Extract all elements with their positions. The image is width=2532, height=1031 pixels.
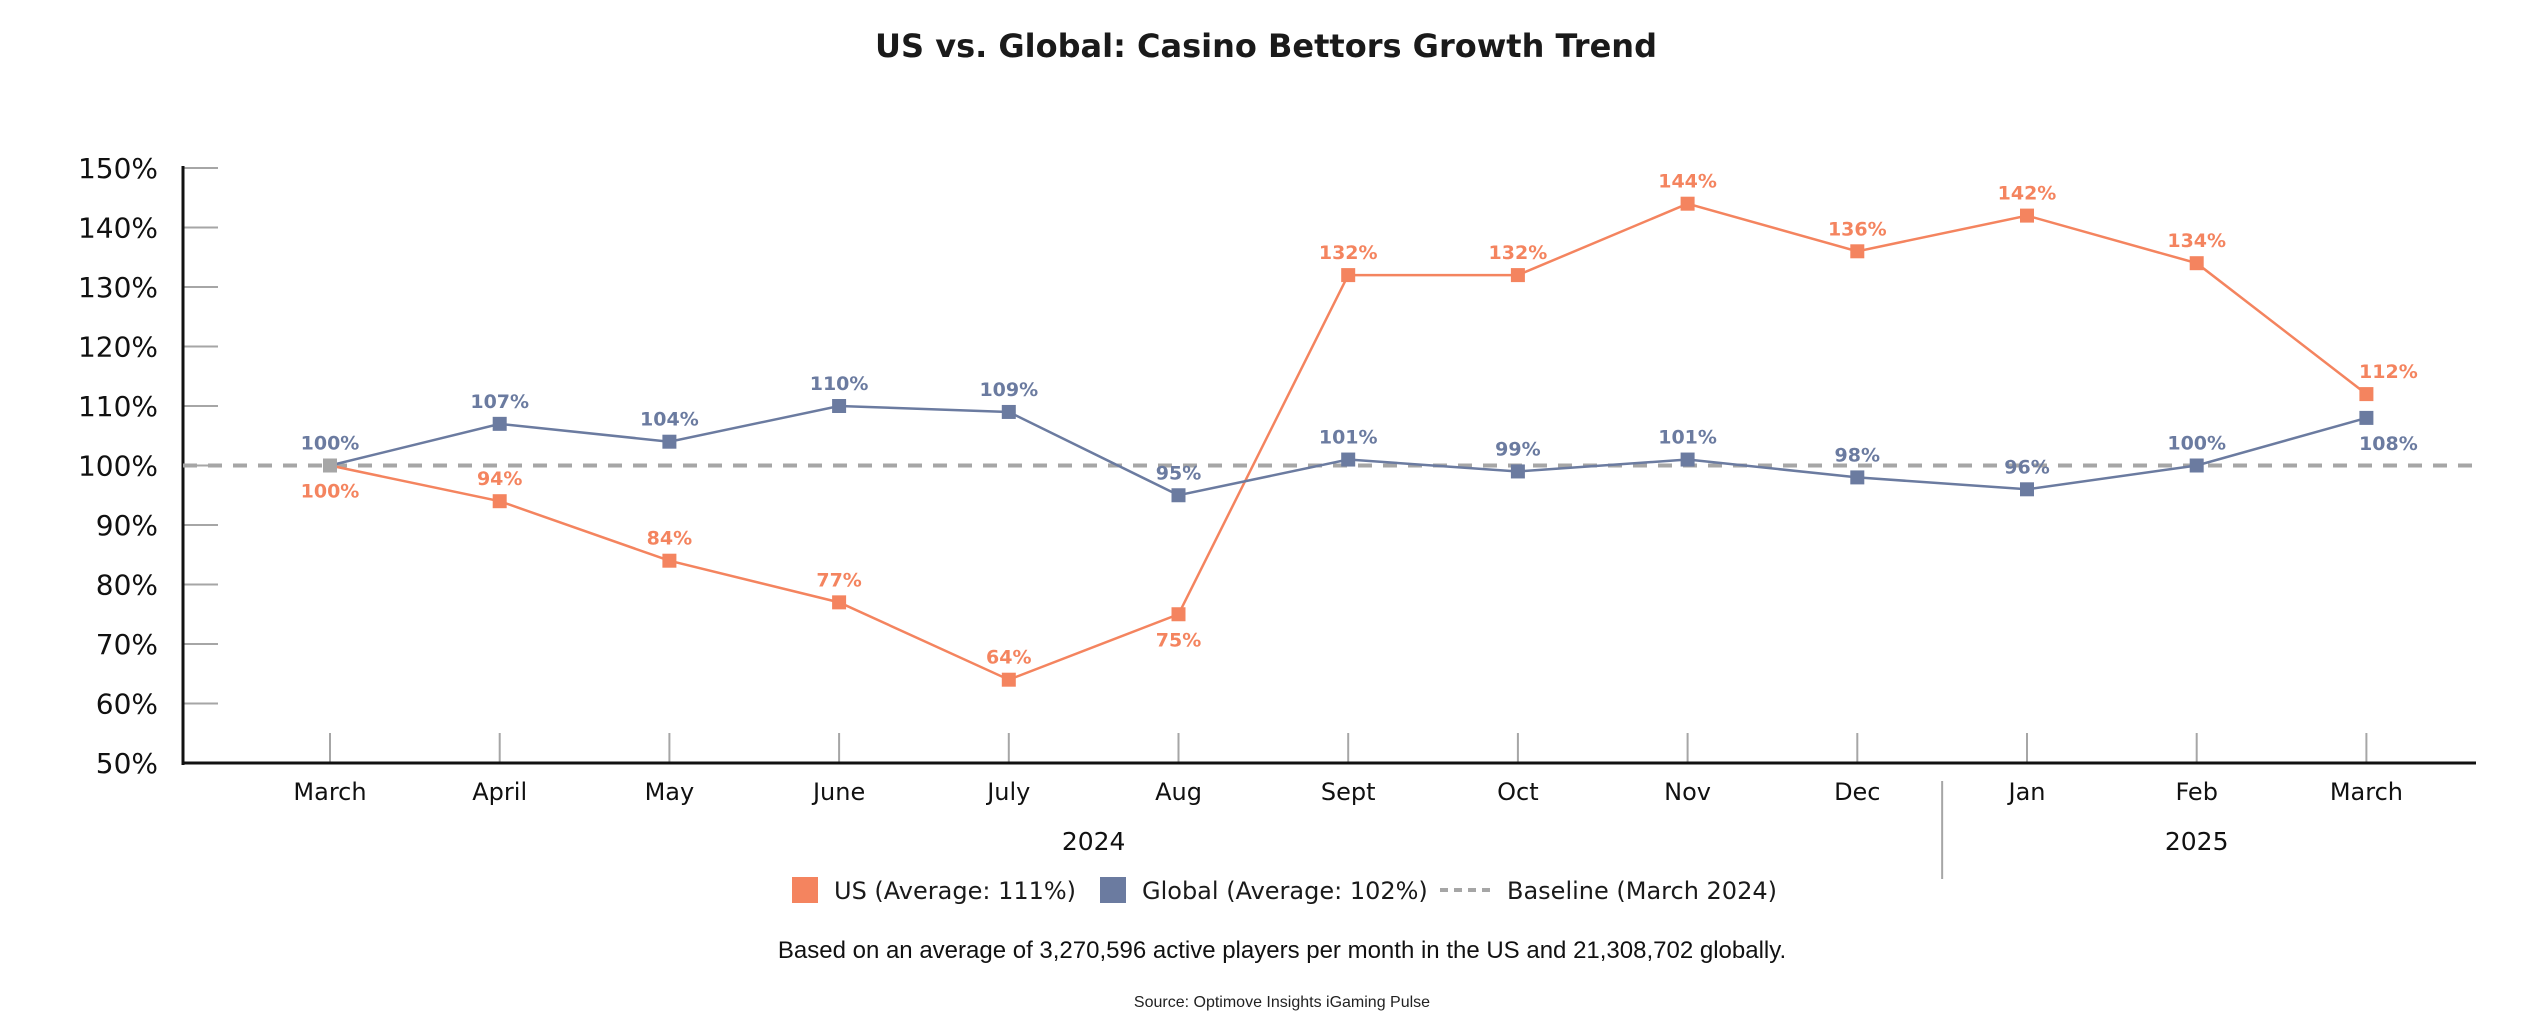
global-data-label: 109%: [979, 379, 1038, 401]
y-tick-label: 100%: [78, 450, 158, 483]
us-data-point: [2359, 387, 2374, 402]
legend-us-swatch: [792, 877, 818, 903]
global-data-label: 104%: [640, 409, 699, 431]
legend-us-label: US (Average: 111%): [834, 877, 1076, 905]
global-data-label: 96%: [2004, 456, 2049, 478]
legend: US (Average: 111%) Global (Average: 102%…: [792, 877, 1777, 905]
global-data-label: 110%: [810, 373, 869, 395]
us-data-label: 75%: [1156, 629, 1201, 651]
y-tick-label: 130%: [78, 271, 158, 304]
x-tick-label: Dec: [1834, 778, 1880, 806]
global-data-label: 108%: [2359, 433, 2418, 455]
x-tick-label: Feb: [2175, 778, 2218, 806]
us-data-point: [1510, 268, 1525, 283]
global-data-label: 95%: [1156, 462, 1201, 484]
us-data-label: 132%: [1319, 242, 1378, 264]
us-data-label: 77%: [816, 569, 861, 591]
data-labels-layer: 100% 94% 84% 77% 64% 75% 132% 132% 144% 136% 142% 1…: [301, 171, 2418, 669]
us-data-label: 84%: [647, 528, 692, 550]
global-data-point: [1510, 464, 1525, 479]
x-tick-label: April: [472, 778, 527, 806]
us-data-point: [1001, 672, 1016, 687]
legend-global-label: Global (Average: 102%): [1142, 877, 1428, 905]
global-data-point: [1680, 452, 1695, 467]
global-data-point: [2020, 482, 2034, 497]
us-data-label: 144%: [1658, 171, 1717, 193]
x-tick-label: Nov: [1664, 778, 1711, 806]
global-data-point: [2189, 458, 2204, 473]
y-tick-label: 90%: [96, 509, 158, 542]
source-note: Source: Optimove Insights iGaming Pulse: [1134, 994, 1430, 1011]
y-tick-label: 50%: [96, 747, 158, 780]
us-data-point: [1850, 244, 1865, 259]
x-tick-label: May: [645, 778, 695, 806]
legend-global-swatch: [1100, 877, 1126, 903]
global-series-line: [329, 404, 2367, 497]
us-data-point: [2020, 208, 2034, 223]
us-data-point: [662, 553, 677, 568]
x-tick-label: Jan: [2007, 778, 2046, 806]
global-data-point: [1171, 488, 1186, 503]
us-data-point: [492, 494, 507, 509]
us-data-point: [832, 595, 847, 610]
legend-baseline-label: Baseline (March 2024): [1507, 877, 1777, 905]
global-data-label: 99%: [1495, 438, 1540, 460]
us-data-label: 64%: [986, 647, 1031, 669]
us-data-label: 142%: [1998, 183, 2057, 205]
year-groups: 2024 2025: [1062, 781, 2229, 879]
y-tick-label: 60%: [96, 688, 158, 721]
footnote: Based on an average of 3,270,596 active …: [778, 937, 1786, 964]
x-axis-ticks: March April May June July Aug Sept Oct Nov Dec Jan…: [293, 733, 2403, 806]
global-data-point: [1850, 470, 1865, 485]
x-tick-label: Oct: [1497, 778, 1539, 806]
global-data-label: 98%: [1835, 444, 1880, 466]
x-tick-label: March: [293, 778, 366, 806]
global-data-point: [2359, 410, 2374, 425]
us-data-label: 136%: [1828, 218, 1887, 240]
y-tick-label: 150%: [78, 152, 158, 185]
global-data-label: 100%: [2167, 433, 2226, 455]
us-data-label: 112%: [2359, 361, 2418, 383]
x-tick-label: June: [811, 778, 865, 806]
global-data-point: [492, 416, 507, 431]
global-data-label: 101%: [1658, 427, 1717, 449]
global-data-point: [1341, 452, 1356, 467]
x-tick-label: March: [2330, 778, 2403, 806]
y-tick-label: 110%: [78, 390, 158, 423]
global-data-point: [832, 399, 847, 413]
global-data-point: [662, 434, 677, 449]
x-tick-label: Sept: [1321, 778, 1376, 806]
x-tick-label: July: [985, 778, 1030, 806]
year-group-label: 2025: [2165, 827, 2229, 856]
y-tick-label: 120%: [78, 331, 158, 364]
global-data-point: [323, 458, 337, 473]
us-data-label: 132%: [1489, 242, 1548, 264]
global-data-point: [1001, 404, 1016, 419]
us-data-label: 94%: [477, 468, 522, 490]
us-data-point: [1341, 268, 1356, 283]
series-layer: [323, 196, 2374, 687]
global-data-label: 101%: [1319, 427, 1378, 449]
y-tick-label: 80%: [96, 569, 158, 602]
us-data-label: 100%: [301, 481, 360, 503]
y-tick-label: 70%: [96, 628, 158, 661]
y-tick-label: 140%: [78, 212, 158, 245]
global-data-label: 107%: [470, 391, 529, 413]
us-data-label: 134%: [2167, 230, 2226, 252]
us-data-point: [2189, 256, 2204, 271]
year-group-label: 2024: [1062, 827, 1126, 856]
y-axis-ticks: 50% 60% 70% 80% 90% 100% 110% 120% 130% 140% 150%: [78, 152, 218, 780]
chart-title: US vs. Global: Casino Bettors Growth Tre…: [875, 27, 1657, 65]
us-data-point: [1171, 607, 1186, 622]
us-data-point: [1680, 196, 1695, 211]
global-data-label: 100%: [301, 433, 360, 455]
x-tick-label: Aug: [1155, 778, 1202, 806]
